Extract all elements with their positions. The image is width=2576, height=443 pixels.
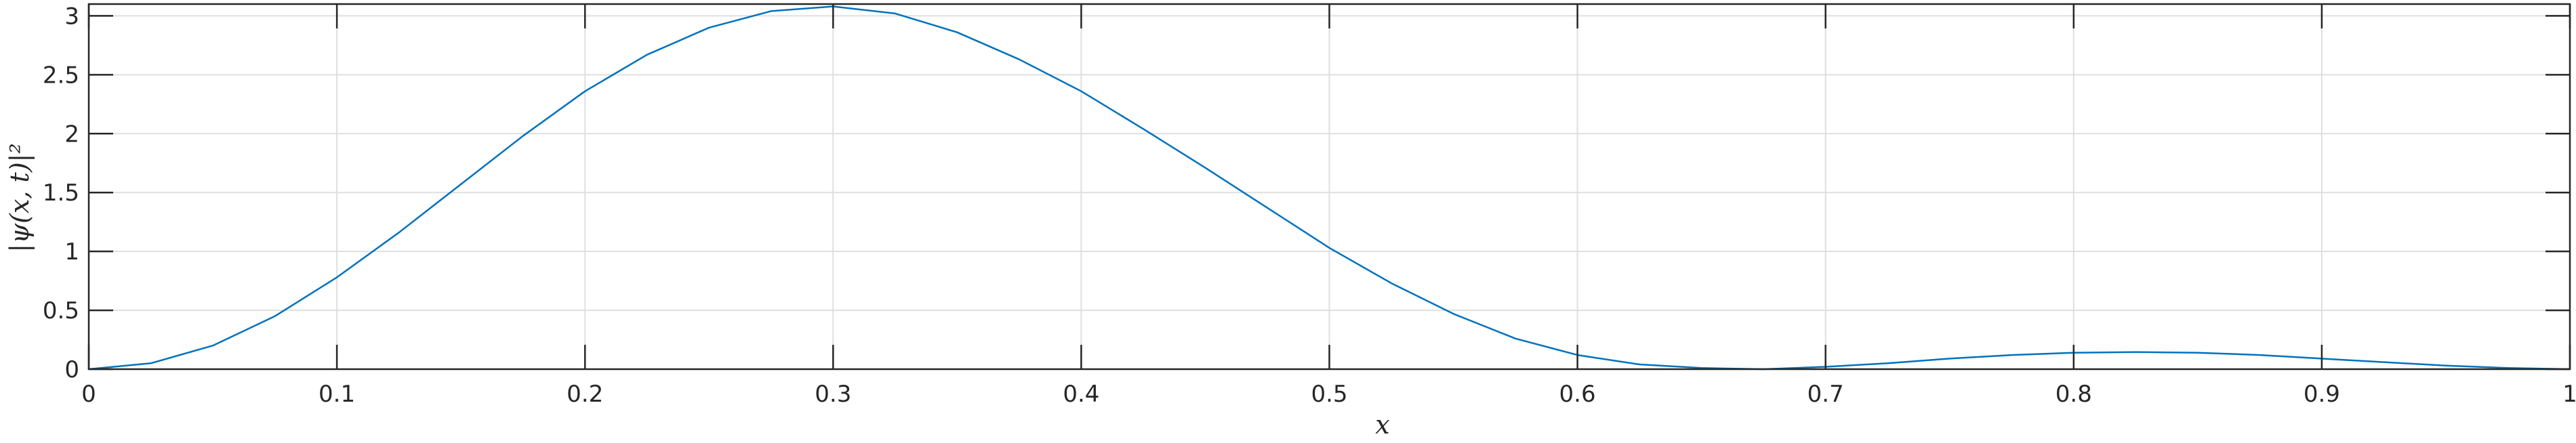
x-tick-label: 0.6 [1559, 381, 1596, 408]
y-axis-label: |ψ(x, t)|² [5, 143, 35, 252]
y-tick-label: 1.5 [43, 180, 79, 207]
y-tick-label: 0.5 [43, 297, 79, 324]
y-tick-label: 2.5 [43, 62, 79, 89]
y-tick-label: 3 [64, 3, 79, 30]
x-axis-label: x [1375, 410, 1389, 440]
grid-layer [89, 4, 2570, 369]
x-tick-label: 0.3 [815, 381, 851, 408]
y-tick-label: 2 [64, 121, 79, 148]
x-tick-label: 0.8 [2056, 381, 2092, 408]
x-tick-label: 0.1 [319, 381, 355, 408]
y-tick-label: 0 [64, 356, 79, 383]
x-tick-label: 0.5 [1311, 381, 1347, 408]
y-tick-label: 1 [64, 238, 79, 266]
x-tick-label: 0.2 [567, 381, 603, 408]
series-line [88, 5, 2571, 371]
x-tick-label: 0 [81, 381, 96, 408]
x-tick-label: 0.7 [1807, 381, 1844, 408]
tick-layer [87, 4, 2571, 371]
y-tick-labels: 0 0.5 1 1.5 2 2.5 3 [43, 3, 79, 383]
x-tick-label: 0.9 [2304, 381, 2340, 408]
x-tick-labels: 0 0.1 0.2 0.3 0.4 0.5 0.6 0.7 0.8 0.9 1 [81, 381, 2576, 408]
series-layer [88, 5, 2571, 371]
x-tick-label: 1 [2562, 381, 2576, 408]
x-tick-label: 0.4 [1063, 381, 1099, 408]
